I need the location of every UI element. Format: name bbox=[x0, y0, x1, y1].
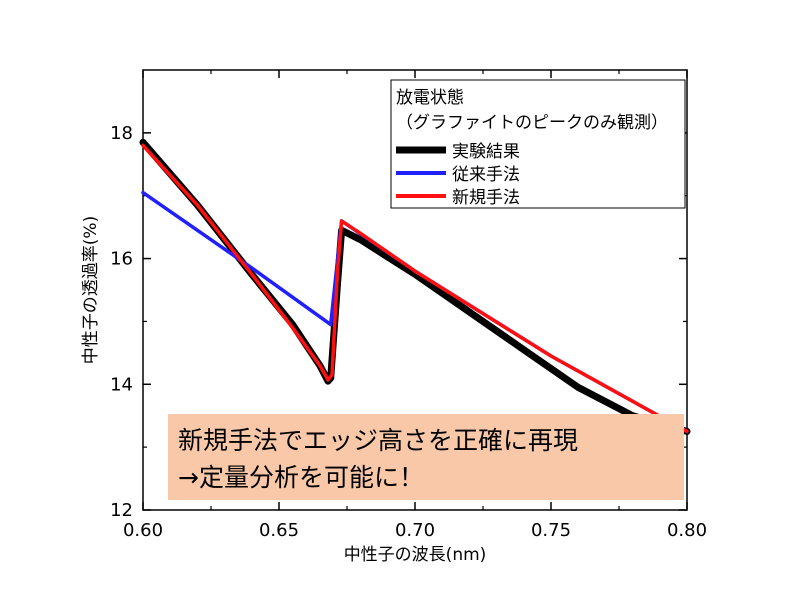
legend-title-line1: 放電状態 bbox=[396, 88, 464, 108]
x-tick-label: 0.65 bbox=[259, 520, 299, 541]
x-tick-label: 0.60 bbox=[123, 520, 163, 541]
annotation-line1: 新規手法でエッジ高さを正確に再現 bbox=[178, 426, 578, 455]
legend-box bbox=[390, 79, 686, 209]
y-tick-label: 14 bbox=[110, 374, 133, 395]
y-tick-label: 16 bbox=[110, 249, 133, 270]
y-tick-label: 12 bbox=[110, 500, 133, 521]
annotation-background bbox=[168, 414, 684, 500]
series-layer bbox=[139, 138, 691, 435]
x-tick-label: 0.70 bbox=[395, 520, 435, 541]
legend: 放電状態 （グラファイトのピークのみ観測） 実験結果 従来手法 新規手法 bbox=[390, 79, 686, 209]
legend-title-line2: （グラファイトのピークのみ観測） bbox=[396, 113, 668, 133]
x-tick-label: 0.80 bbox=[667, 520, 707, 541]
y-axis-title: 中性子の透過率(%) bbox=[81, 216, 101, 364]
legend-label-new: 新規手法 bbox=[452, 188, 520, 208]
axis-ticks: 0.60 0.65 0.70 0.75 0.80 12 14 16 18 bbox=[110, 70, 707, 541]
x-axis-title: 中性子の波長(nm) bbox=[344, 545, 487, 565]
legend-label-experiment: 実験結果 bbox=[452, 142, 520, 162]
series-line-new bbox=[141, 143, 689, 434]
annotation-line2: →定量分析を可能に！ bbox=[178, 463, 424, 492]
y-tick-label: 18 bbox=[110, 123, 133, 144]
series-line-conventional bbox=[141, 190, 689, 434]
annotation-box: 新規手法でエッジ高さを正確に再現 →定量分析を可能に！ bbox=[168, 414, 684, 500]
legend-label-conventional: 従来手法 bbox=[452, 165, 520, 185]
x-tick-label: 0.75 bbox=[531, 520, 571, 541]
